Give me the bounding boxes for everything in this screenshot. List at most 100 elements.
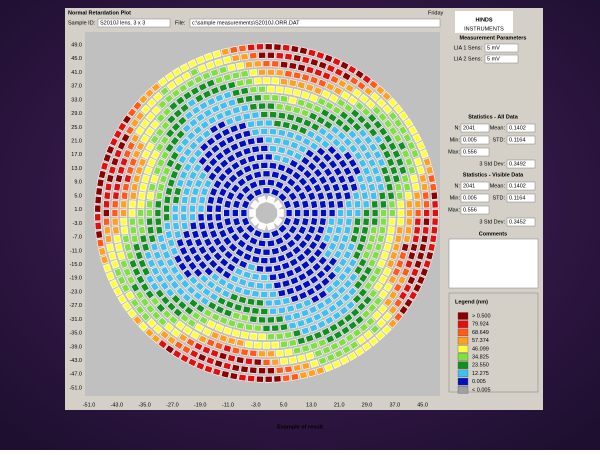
tile	[210, 272, 221, 283]
tile	[397, 209, 405, 217]
tile	[201, 129, 212, 140]
tile	[285, 148, 295, 158]
tile	[361, 250, 371, 260]
tile	[160, 120, 171, 131]
tile	[186, 318, 197, 328]
tile	[422, 259, 432, 269]
tile	[185, 337, 196, 348]
tile	[225, 281, 236, 291]
tile	[132, 315, 143, 326]
tile	[345, 217, 353, 226]
tile	[294, 301, 304, 311]
tile	[231, 363, 241, 372]
tile	[352, 327, 363, 338]
tile	[130, 282, 140, 293]
file-input[interactable]	[189, 18, 441, 28]
tile	[343, 150, 353, 161]
tile	[341, 123, 352, 134]
tile	[209, 187, 219, 197]
tile	[257, 239, 267, 248]
tile	[284, 331, 293, 339]
tile	[227, 98, 237, 107]
field-label: Mean:	[490, 183, 506, 189]
tile	[174, 143, 185, 154]
plot-tiles	[94, 43, 439, 383]
tile	[170, 121, 182, 132]
tile	[268, 161, 278, 170]
tile	[345, 200, 353, 209]
tile	[130, 234, 139, 244]
tile	[367, 302, 378, 313]
x-tick-label: -19.0	[194, 402, 207, 408]
window-title: Normal Retardation Plot	[68, 10, 131, 16]
tile	[281, 155, 291, 165]
tile	[182, 229, 191, 239]
tile	[368, 273, 378, 284]
tile	[279, 95, 289, 103]
tile	[311, 261, 322, 272]
tile	[292, 71, 302, 80]
legend-label: 46.099	[472, 346, 489, 352]
sample-id-input[interactable]	[97, 18, 171, 28]
tile	[266, 102, 275, 110]
y-tick-label: -27.0	[69, 303, 82, 309]
tile	[393, 133, 403, 144]
legend-swatch	[457, 369, 469, 378]
field-value: 2041	[463, 183, 475, 189]
tile	[274, 180, 285, 190]
tile	[251, 145, 260, 154]
tile	[369, 324, 381, 335]
tile	[244, 357, 254, 366]
tile	[175, 286, 186, 297]
tile	[199, 273, 210, 284]
tile	[173, 230, 182, 240]
tile	[373, 281, 384, 292]
field-label: STD:	[492, 195, 505, 201]
tile	[194, 178, 204, 189]
tile	[189, 67, 200, 77]
tile	[144, 289, 155, 300]
tile	[347, 64, 358, 75]
tile	[363, 265, 373, 276]
tile	[194, 281, 205, 292]
tile	[262, 77, 271, 84]
tile	[146, 217, 154, 226]
tile	[226, 225, 236, 235]
tile	[188, 140, 199, 151]
tile	[284, 250, 295, 260]
tile	[313, 282, 324, 292]
tile	[227, 336, 237, 346]
tile	[126, 141, 136, 151]
tile	[282, 199, 292, 210]
field-box	[460, 205, 490, 215]
tile	[159, 280, 170, 291]
tile	[422, 217, 430, 226]
tile	[210, 104, 221, 114]
tile	[357, 128, 368, 139]
tile	[307, 191, 317, 201]
y-tick-label: -3.0	[73, 221, 82, 227]
comments-box[interactable]	[448, 238, 539, 289]
tile	[94, 221, 102, 230]
tile	[313, 68, 324, 78]
tile	[214, 75, 224, 85]
tile	[299, 371, 308, 380]
tile	[302, 298, 313, 308]
tile	[385, 182, 394, 192]
tile	[227, 80, 237, 90]
tile	[326, 270, 337, 281]
tile	[352, 225, 361, 235]
tile	[186, 98, 197, 108]
tile	[327, 174, 338, 185]
tile	[389, 250, 399, 261]
tile	[343, 265, 353, 276]
tile	[387, 141, 398, 152]
tile	[331, 359, 342, 369]
tile	[255, 282, 264, 290]
tile	[191, 187, 200, 197]
tile	[206, 96, 217, 107]
tile	[130, 133, 140, 144]
legend-swatch	[457, 345, 469, 353]
tile	[104, 182, 113, 192]
tile	[209, 348, 220, 358]
